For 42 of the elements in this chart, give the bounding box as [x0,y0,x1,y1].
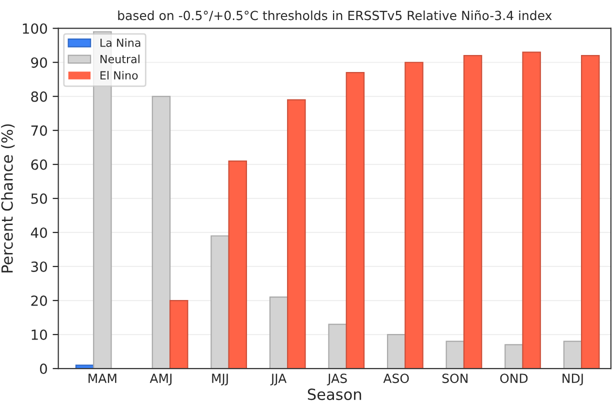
y-axis-title: Percent Chance (%) [1,124,15,272]
bar [346,72,365,369]
y-tick-label: 20 [31,295,47,306]
y-tick-label: 70 [31,125,47,136]
bar [228,160,248,369]
x-tick-label: NDJ [562,374,583,386]
y-tick-label: 40 [30,227,47,238]
legend-label: El Nino [100,70,138,80]
y-tick-label: 0 [40,364,47,374]
chart-title: based on -0.5°/+0.5°C thresholds in ERSSTv5 Relative Niño-3.4 index [118,10,552,22]
x-tick-label: AMJ [150,374,172,386]
x-axis-title: Season [308,388,362,400]
y-tick-label: 10 [32,330,47,340]
y-tick-label: 50 [31,193,47,204]
bar [386,334,406,369]
y-tick-label: 90 [31,57,47,68]
bar [580,55,600,369]
y-tick-label: 100 [22,23,47,34]
y-tick-label: 80 [31,91,47,102]
legend-label: La Nina [100,38,140,47]
bar [404,62,424,369]
x-tick-label: MJJ [212,374,228,386]
bar [210,235,230,369]
bar [563,340,582,369]
bar [328,324,347,369]
bar [463,55,482,369]
bar [169,300,188,369]
bar [504,344,524,369]
x-tick-label: SON [442,374,468,384]
bar [522,52,541,369]
x-tick-label: ASO [383,374,409,384]
bar [269,296,288,369]
y-tick-label: 60 [31,159,47,170]
bar [287,99,306,369]
y-tick-label: 30 [31,261,47,272]
x-tick-label: MAM [88,374,116,383]
x-tick-label: OND [500,374,528,384]
x-tick-label: JAS [326,374,347,386]
legend-label: Neutral [100,54,140,64]
bar [446,340,465,369]
x-tick-label: JJA [270,374,287,386]
bar [152,96,171,369]
